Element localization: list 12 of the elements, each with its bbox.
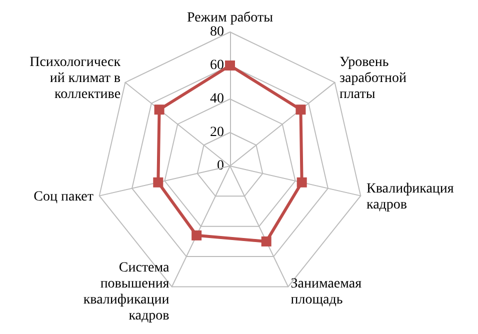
spoke-label: Психологический климат в коллективе — [30, 55, 121, 102]
y-tick-label: 80 — [210, 24, 224, 40]
y-tick-label: 0 — [217, 158, 224, 174]
spoke-label: Занимаемая площадь — [290, 276, 362, 308]
spoke-label: Соц пакет — [34, 190, 94, 205]
y-tick-label: 40 — [210, 92, 224, 106]
spoke-label: Режим работы — [186, 10, 274, 26]
y-tick-label: 60 — [210, 58, 224, 73]
y-tick-label: 20 — [210, 125, 224, 140]
spoke-label: Уровень заработной платы — [339, 55, 407, 102]
spoke-label: Квалификация кадров — [366, 182, 454, 213]
spoke-label: Система повышения квалификации кадров — [83, 260, 170, 324]
